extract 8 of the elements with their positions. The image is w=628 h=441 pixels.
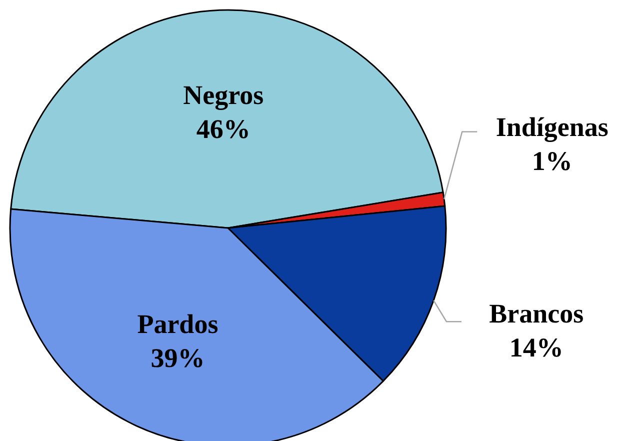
data-label: 39%	[150, 342, 205, 373]
data-label: 1%	[532, 146, 572, 176]
slice-label: Pardos	[137, 308, 218, 339]
data-label: 14%	[509, 332, 564, 363]
slice-label: Indígenas	[496, 112, 608, 142]
data-label: 46%	[196, 114, 250, 144]
slice-label: Brancos	[489, 298, 584, 329]
slice-label: Negros	[183, 80, 264, 110]
